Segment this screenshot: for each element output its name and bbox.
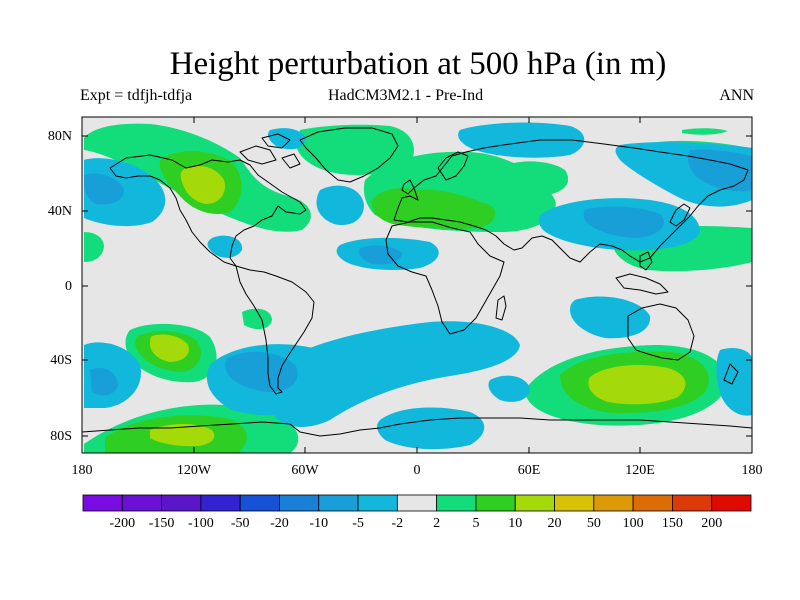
colorbar-swatch (239, 494, 280, 512)
colorbar-label: 5 (472, 516, 479, 531)
colorbar-label: 150 (662, 516, 683, 531)
colorbar-swatch (436, 494, 477, 512)
colorbar-label: 50 (587, 516, 601, 531)
experiment-label: Expt = tdfjh-tdfja (80, 87, 193, 104)
colorbar-label: 100 (623, 516, 644, 531)
lat-label-40s: 40S (50, 353, 72, 368)
coastline-madagascar (495, 295, 507, 321)
coastline-arctic-islands (239, 133, 301, 169)
colorbar-label: 20 (548, 516, 562, 531)
colorbar-swatch (82, 494, 123, 512)
colorbar-label: -50 (231, 516, 250, 531)
contour-level-10 (150, 165, 686, 447)
coastline-australia (627, 303, 695, 361)
lon-label-60e: 60E (518, 463, 541, 478)
colorbar-label: -5 (352, 516, 364, 531)
coastline-greenland (299, 127, 399, 183)
lon-label-60w: 60W (291, 463, 319, 478)
lon-label-0: 0 (414, 463, 421, 478)
colorbar-swatch (318, 494, 359, 512)
longitude-axis: 180 120W 60W 0 60E 120E 180 (72, 463, 763, 478)
colorbar-swatch (554, 494, 595, 512)
colorbar-label: 200 (701, 516, 722, 531)
coastline-eurasia (393, 139, 749, 263)
lat-label-80n: 80N (48, 129, 72, 144)
lon-label-120w: 120W (177, 463, 212, 478)
coastline-japan (669, 203, 691, 227)
plot-title: Height perturbation at 500 hPa (in m) (169, 46, 667, 82)
field-layer (82, 117, 752, 453)
lat-label-40n: 40N (48, 204, 72, 219)
colorbar-label: -10 (309, 516, 328, 531)
lon-label-180e: 180 (742, 463, 763, 478)
colorbar-swatch (161, 494, 202, 512)
axis-ticks (81, 117, 753, 453)
lon-label-180w: 180 (72, 463, 93, 478)
coastline-south-america (235, 265, 315, 395)
coastline-scandinavia (437, 151, 469, 181)
contour-level-minus-10 (84, 149, 752, 396)
colorbar-label: -2 (392, 516, 404, 531)
colorbar: -200 -150 -100 -50 -20 -10 -5 -2 2 5 10 20 50 100 150 2… (82, 494, 752, 531)
colorbar-swatch (121, 494, 162, 512)
colorbar-label: 10 (508, 516, 522, 531)
lon-label-120e: 120E (625, 463, 655, 478)
colorbar-label: -150 (149, 516, 175, 531)
lat-label-80s: 80S (50, 429, 72, 444)
colorbar-swatch (632, 494, 673, 512)
colorbar-swatch (279, 494, 320, 512)
lat-label-eq: 0 (65, 279, 72, 294)
colorbar-label: -20 (270, 516, 289, 531)
colorbar-swatch (593, 494, 634, 512)
colorbar-swatch (200, 494, 241, 512)
coastline-new-zealand (723, 363, 739, 385)
model-label: HadCM3M2.1 - Pre-Ind (328, 87, 484, 104)
colorbar-label: -200 (109, 516, 135, 531)
season-label: ANN (719, 87, 754, 104)
colorbar-swatch (514, 494, 555, 512)
coastline-british-isles (401, 179, 415, 195)
colorbar-swatch (357, 494, 398, 512)
coastline-layer (82, 127, 752, 437)
colorbar-label: -100 (188, 516, 214, 531)
latitude-axis: 80N 40N 0 40S 80S (48, 129, 72, 444)
coastline-africa (385, 221, 505, 335)
colorbar-swatch (672, 494, 713, 512)
colorbar-label: 2 (433, 516, 440, 531)
coastline-maritime-se-asia (615, 251, 669, 295)
colorbar-swatch (711, 494, 752, 512)
colorbar-swatch (475, 494, 516, 512)
coastline-antarctica (82, 417, 752, 437)
colorbar-swatch (396, 494, 438, 512)
coastline-north-america (109, 154, 307, 267)
